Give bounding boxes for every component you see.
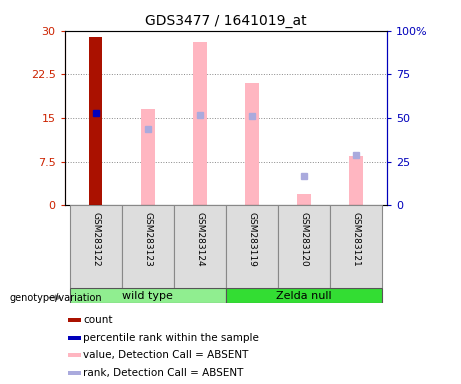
- Bar: [245, 83, 259, 205]
- Text: count: count: [83, 315, 113, 325]
- Bar: [193, 42, 207, 205]
- Text: GSM283122: GSM283122: [91, 212, 100, 266]
- Text: wild type: wild type: [122, 291, 173, 301]
- Bar: [330, 205, 382, 288]
- Bar: [70, 205, 122, 288]
- Bar: [141, 109, 155, 205]
- Text: Zelda null: Zelda null: [276, 291, 332, 301]
- Bar: [226, 288, 382, 303]
- Text: GSM283120: GSM283120: [300, 212, 308, 267]
- Bar: [226, 205, 278, 288]
- Bar: [122, 205, 174, 288]
- Bar: [68, 353, 81, 358]
- Bar: [89, 36, 102, 205]
- Bar: [68, 318, 81, 322]
- Bar: [278, 205, 330, 288]
- Text: percentile rank within the sample: percentile rank within the sample: [83, 333, 259, 343]
- Bar: [174, 205, 226, 288]
- Text: GSM283123: GSM283123: [143, 212, 152, 267]
- Bar: [68, 336, 81, 340]
- Text: GSM283121: GSM283121: [351, 212, 361, 267]
- Text: GSM283119: GSM283119: [248, 212, 256, 267]
- Text: GSM283124: GSM283124: [195, 212, 204, 266]
- Text: value, Detection Call = ABSENT: value, Detection Call = ABSENT: [83, 350, 248, 360]
- Bar: [297, 194, 311, 205]
- Bar: [68, 371, 81, 375]
- Text: genotype/variation: genotype/variation: [9, 293, 102, 303]
- Bar: [70, 288, 226, 303]
- Title: GDS3477 / 1641019_at: GDS3477 / 1641019_at: [145, 14, 307, 28]
- Bar: [349, 156, 363, 205]
- Text: rank, Detection Call = ABSENT: rank, Detection Call = ABSENT: [83, 368, 244, 378]
